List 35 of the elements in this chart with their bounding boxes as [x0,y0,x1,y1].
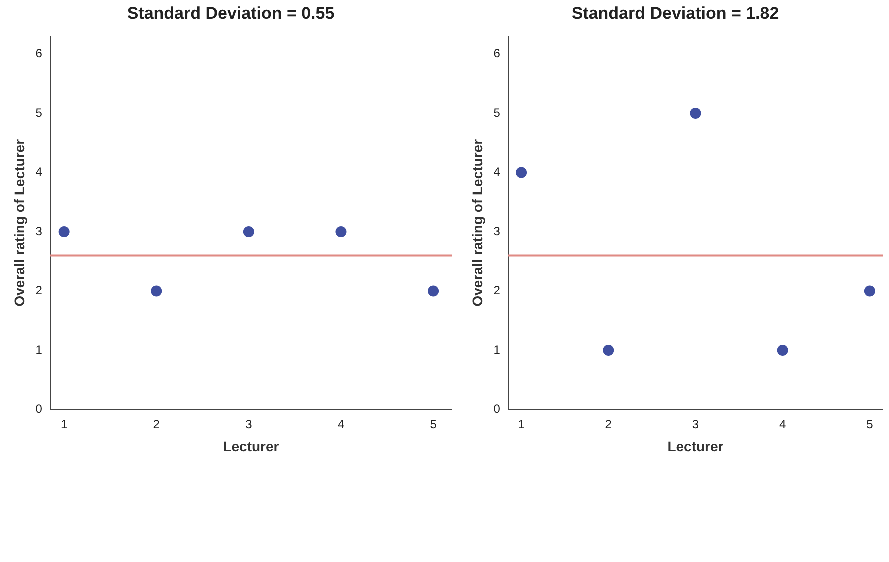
y-tick-label: 2 [494,284,501,298]
x-tick-label: 4 [338,417,345,432]
y-axis-title: Overall rating of Lecturer [11,138,28,307]
chart-title: Standard Deviation = 1.82 [572,4,780,23]
y-tick-label: 4 [36,165,43,180]
y-tick-label: 1 [494,342,501,357]
x-tick-label: 1 [60,417,68,432]
x-axis-title: Lecturer [223,438,280,454]
y-tick-label: 6 [494,46,501,60]
y-tick-label: 5 [36,106,43,120]
y-tick-label: 3 [494,224,501,238]
point [864,286,876,297]
chart-title: Standard Deviation = 0.55 [127,4,335,23]
point [516,167,528,178]
x-tick-label: 5 [866,417,874,432]
y-tick-label: 0 [494,402,501,416]
y-tick-label: 0 [36,402,43,416]
y-tick-label: 6 [36,46,43,60]
x-tick-label: 1 [518,417,526,432]
x-tick-label: 4 [779,417,786,432]
x-tick-label: 5 [430,417,438,432]
y-tick-label: 1 [36,342,43,357]
point [690,108,702,119]
point [603,345,614,356]
point [777,345,788,356]
x-tick-label: 2 [605,417,612,432]
x-tick-label: 3 [692,417,700,432]
x-axis-title: Lecturer [668,438,724,454]
x-tick-label: 3 [246,417,253,432]
y-tick-label: 3 [36,224,43,238]
y-tick-label: 2 [36,284,43,298]
x-tick-label: 2 [153,417,160,432]
y-axis-title: Overall rating of Lecturer [469,138,486,307]
y-tick-label: 4 [494,165,501,180]
y-tick-label: 5 [494,106,501,120]
